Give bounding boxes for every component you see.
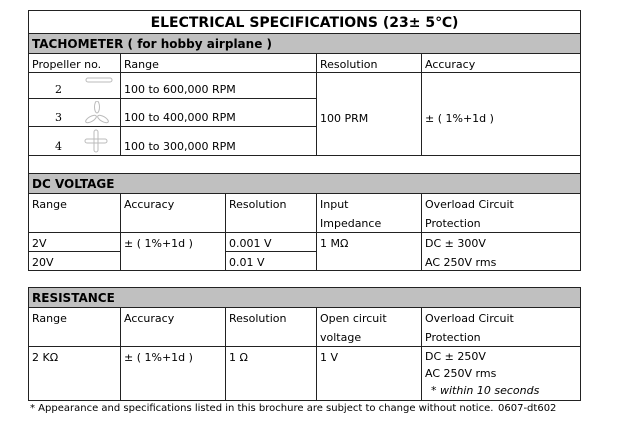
blank-row (28, 155, 581, 174)
dc-header-impedance: Input Impedance (316, 193, 422, 233)
res-header-resolution: Resolution (225, 307, 317, 347)
propeller-row-3: 3 (28, 98, 121, 127)
res-header-protection: Overload Circuit Protection (421, 307, 581, 347)
tach-resolution: 100 PRM (316, 72, 422, 156)
four-blade-propeller-icon (84, 129, 108, 153)
res-protection: DC ± 250V AC 250V rms * within 10 seconds (421, 346, 581, 401)
dc-accuracy: ± ( 1%+1d ) (120, 232, 226, 271)
dc-impedance: 1 MΩ (316, 232, 422, 271)
dc-header-resolution: Resolution (225, 193, 317, 233)
range-2: 100 to 600,000 RPM (120, 72, 317, 99)
dc-range-2v: 2V (28, 232, 121, 252)
header-propeller: Propeller no. (28, 53, 121, 73)
three-blade-propeller-icon (85, 101, 109, 124)
header-resolution: Resolution (316, 53, 422, 73)
propeller-row-2: 2 (28, 72, 121, 99)
res-header-voltage: Open circuit voltage (316, 307, 422, 347)
res-voltage: 1 V (316, 346, 422, 401)
dc-range-20v: 20V (28, 251, 121, 271)
res-header-range: Range (28, 307, 121, 347)
dc-header-accuracy: Accuracy (120, 193, 226, 233)
range-4: 100 to 300,000 RPM (120, 126, 317, 156)
dc-resolution-2v: 0.001 V (225, 232, 317, 252)
header-accuracy: Accuracy (421, 53, 581, 73)
propeller-row-4: 4 (28, 126, 121, 156)
tachometer-heading: TACHOMETER ( for hobby airplane ) (28, 33, 581, 54)
footnote: * Appearance and specifications listed i… (30, 403, 494, 414)
two-blade-propeller-icon (85, 77, 113, 83)
res-resolution: 1 Ω (225, 346, 317, 401)
res-accuracy: ± ( 1%+1d ) (120, 346, 226, 401)
resistance-heading: RESISTANCE (28, 287, 581, 308)
dc-protection: DC ± 300V AC 250V rms (421, 232, 581, 271)
document-code: 0607-dt602 (498, 403, 557, 414)
page-title: ELECTRICAL SPECIFICATIONS (23± 5℃) (28, 10, 581, 34)
dc-header-protection: Overload Circuit Protection (421, 193, 581, 233)
dc-voltage-heading: DC VOLTAGE (28, 173, 581, 194)
dc-resolution-20v: 0.01 V (225, 251, 317, 271)
header-range: Range (120, 53, 317, 73)
range-3: 100 to 400,000 RPM (120, 98, 317, 127)
res-range: 2 KΩ (28, 346, 121, 401)
tach-accuracy: ± ( 1%+1d ) (421, 72, 581, 156)
dc-header-range: Range (28, 193, 121, 233)
res-header-accuracy: Accuracy (120, 307, 226, 347)
